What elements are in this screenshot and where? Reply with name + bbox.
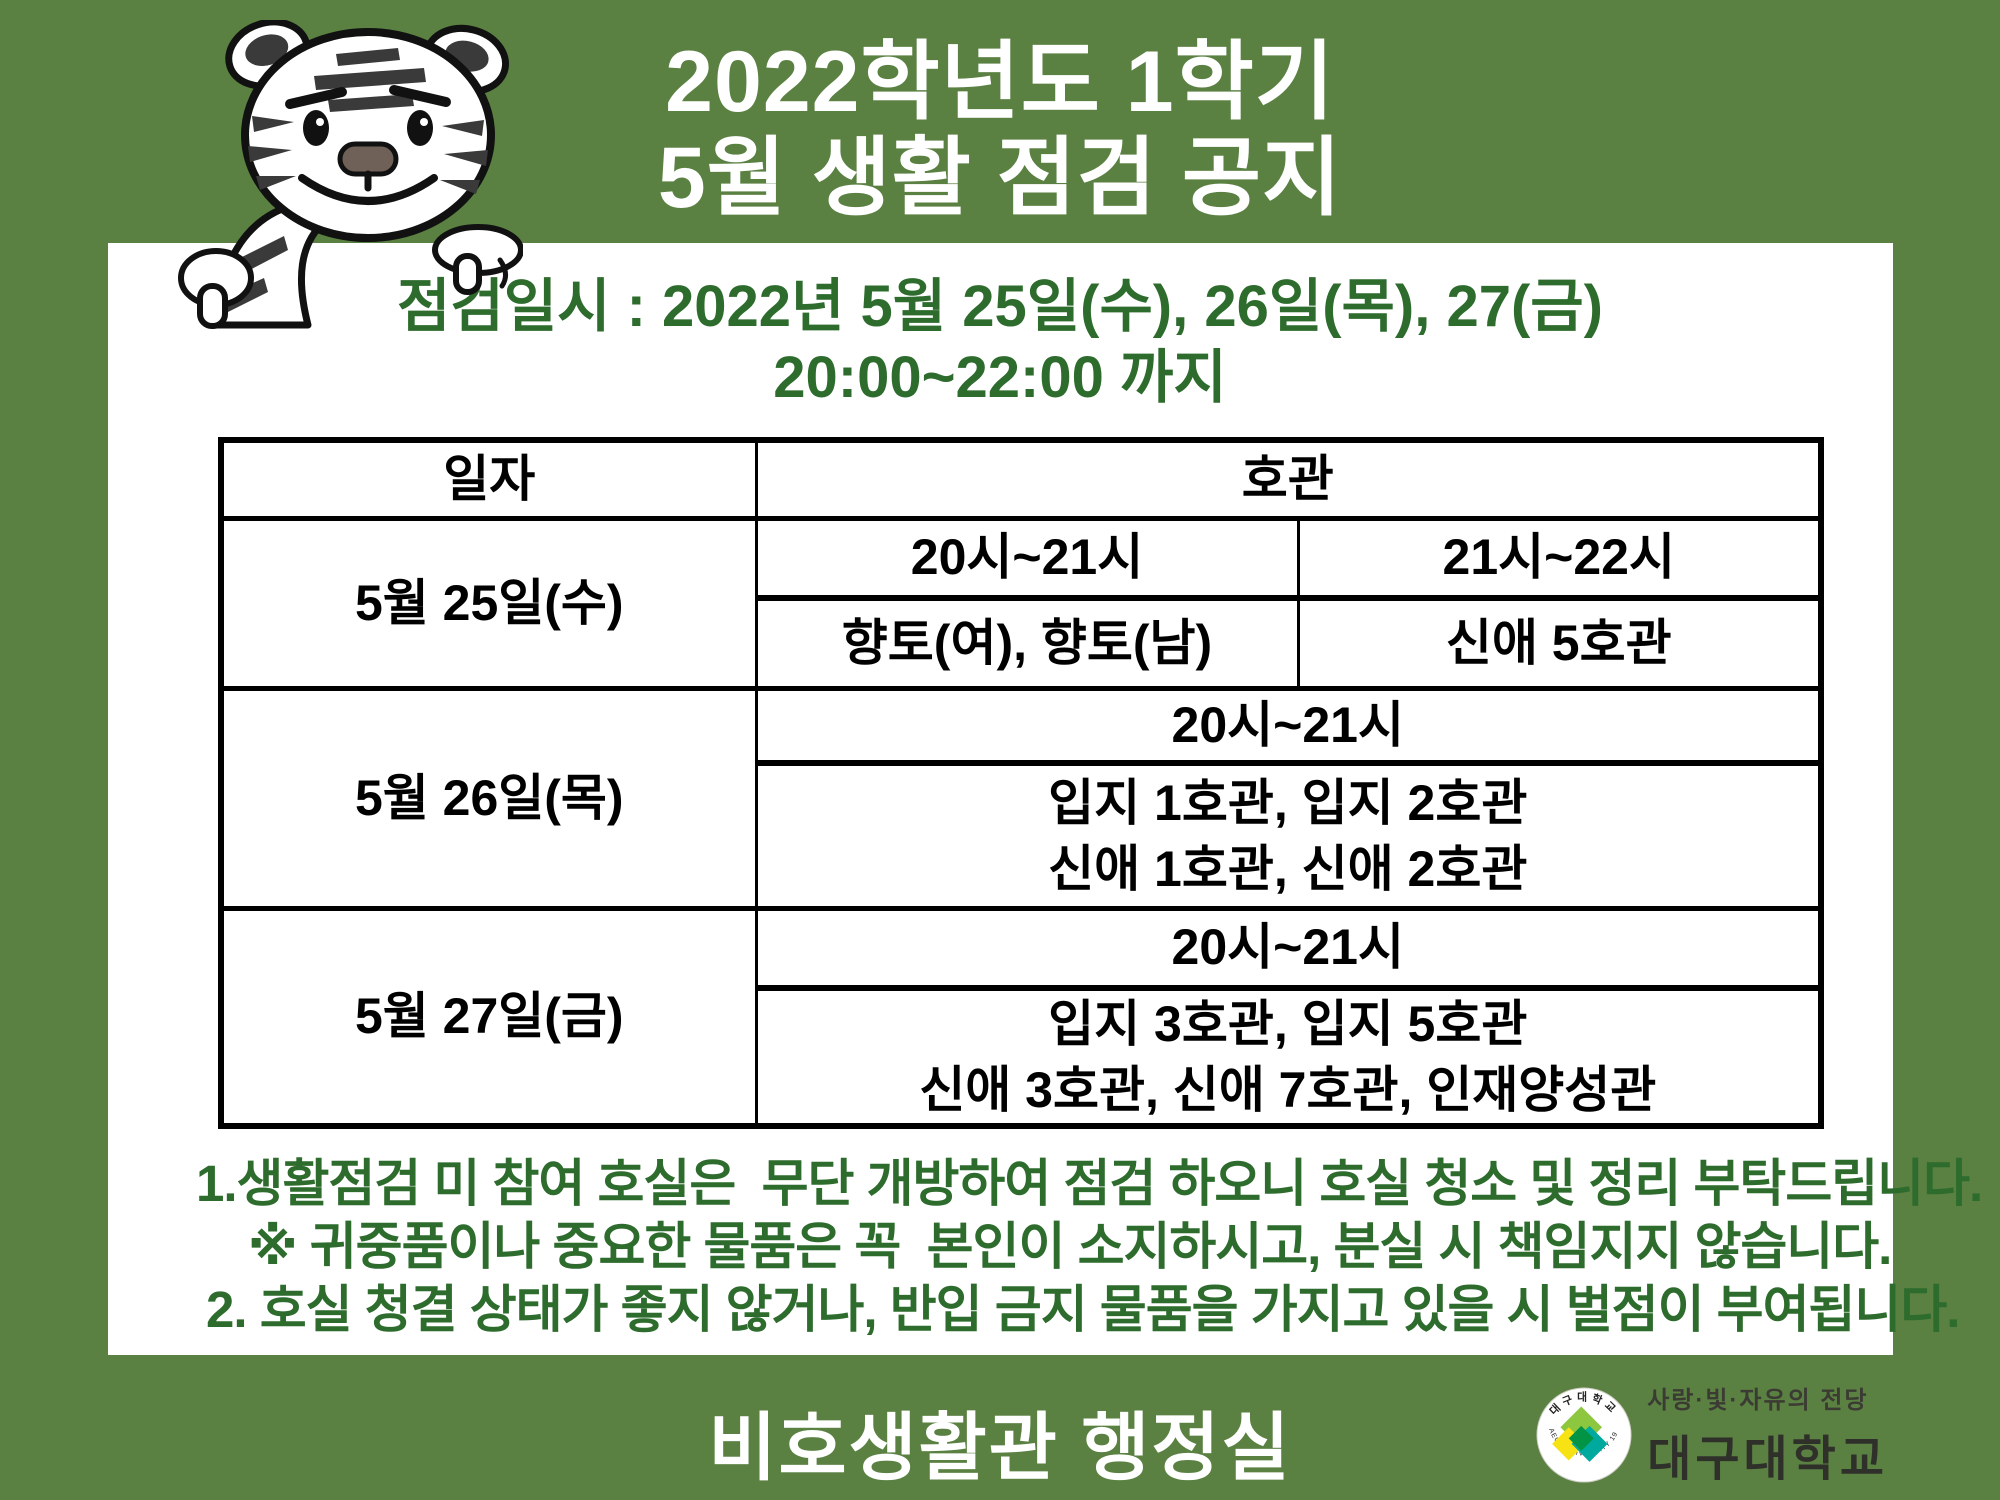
inspection-schedule-table: 일자 호관 5월 25일(수) 20시~21시 21시~22시 향토(여), 향… bbox=[218, 437, 1824, 1129]
title-line-1: 2022학년도 1학기 bbox=[665, 34, 1335, 130]
table-row-may25-buildings: 향토(여), 향토(남) 신애 5호관 bbox=[221, 595, 1823, 690]
emblem-diamond bbox=[1552, 1405, 1608, 1462]
cell-date-may27: 5월 27일(금) bbox=[219, 905, 758, 1128]
university-name: 대구대학교 bbox=[1647, 1433, 1888, 1486]
cell-may26-time: 20시~21시 bbox=[754, 685, 1823, 765]
table-row-may27-time: 5월 27일(금) 20시~21시 bbox=[219, 905, 1823, 1128]
tiger-mascot-icon bbox=[178, 20, 523, 329]
cell-may27-buildings: 입지 3호관, 입지 5호관 신애 3호관, 신애 7호관, 인재양성관 bbox=[754, 985, 1823, 1128]
cell-may27-time: 20시~21시 bbox=[754, 905, 1823, 990]
inspection-datetime-line-2: 20:00~22:00 까지 bbox=[773, 344, 1227, 410]
cell-may26-buildings: 입지 1호관, 입지 2호관 신애 1호관, 신애 2호관 bbox=[754, 760, 1823, 910]
cell-date-may26: 5월 26일(목) bbox=[219, 685, 758, 910]
note-1-sub: ※ 귀중품이나 중요한 물품은 꼭 본인이 소지하시고, 분실 시 책임지지 않… bbox=[248, 1218, 1892, 1275]
tiger-right-paw bbox=[432, 224, 523, 295]
cell-date-may25: 5월 25일(수) bbox=[219, 515, 758, 690]
cell-may25-slot1-time: 20시~21시 bbox=[754, 515, 1300, 600]
title-line-2: 5월 생활 점검 공지 bbox=[657, 130, 1343, 227]
page-title: 2022학년도 1학기 5월 생활 점검 공지 bbox=[0, 34, 2000, 227]
table-row-may26-buildings: 입지 1호관, 입지 2호관 신애 1호관, 신애 2호관 bbox=[221, 760, 1823, 910]
header-building-column: 호관 bbox=[754, 438, 1823, 520]
table-row-may27-buildings: 입지 3호관, 입지 5호관 신애 3호관, 신애 7호관, 인재양성관 bbox=[221, 985, 1823, 1128]
note-2: 2. 호실 청결 상태가 좋지 않거나, 반입 금지 물품을 가지고 있을 시 … bbox=[206, 1281, 1960, 1338]
header-date-column: 일자 bbox=[219, 438, 758, 520]
tiger-left-paw bbox=[178, 248, 254, 329]
university-text: 사랑·빛·자유의 전당 대구대학교 bbox=[1647, 1380, 1888, 1489]
inspection-datetime-line-1: 점검일시 : 2022년 5월 25일(수), 26일(목), 27(금) bbox=[397, 274, 1603, 339]
table-row-may26-time: 5월 26일(목) 20시~21시 bbox=[219, 685, 1823, 910]
may26-buildings-line-2: 신애 1호관, 신애 2호관 bbox=[1048, 840, 1528, 897]
cell-may25-slot2-buildings: 신애 5호관 bbox=[1296, 595, 1823, 690]
inspection-datetime: 점검일시 : 2022년 5월 25일(수), 26일(목), 27(금) 20… bbox=[0, 272, 2000, 414]
university-slogan: 사랑·빛·자유의 전당 bbox=[1647, 1387, 1869, 1414]
daegu-university-emblem-icon: 대구대학교 DAEGU UNIVERSITY 1955 bbox=[1535, 1386, 1632, 1483]
table-row-may25-times: 5월 25일(수) 20시~21시 21시~22시 bbox=[219, 515, 1823, 690]
cell-may25-slot1-buildings: 향토(여), 향토(남) bbox=[754, 595, 1300, 690]
may26-buildings-line-1: 입지 1호관, 입지 2호관 bbox=[1048, 774, 1528, 831]
table-header-row: 일자 호관 bbox=[219, 438, 1823, 520]
cell-may25-slot2-time: 21시~22시 bbox=[1296, 515, 1823, 600]
note-1: 1.생활점검 미 참여 호실은 무단 개방하여 점검 하오니 호실 청소 및 정… bbox=[196, 1155, 1983, 1212]
university-logo-block: 대구대학교 DAEGU UNIVERSITY 1955 사랑·빛·자유의 전당 … bbox=[1535, 1380, 1888, 1489]
may27-buildings-line-1: 입지 3호관, 입지 5호관 bbox=[1048, 996, 1528, 1052]
may27-buildings-line-2: 신애 3호관, 신애 7호관, 인재양성관 bbox=[919, 1062, 1657, 1118]
office-name: 비호생활관 행정실 bbox=[708, 1406, 1292, 1489]
